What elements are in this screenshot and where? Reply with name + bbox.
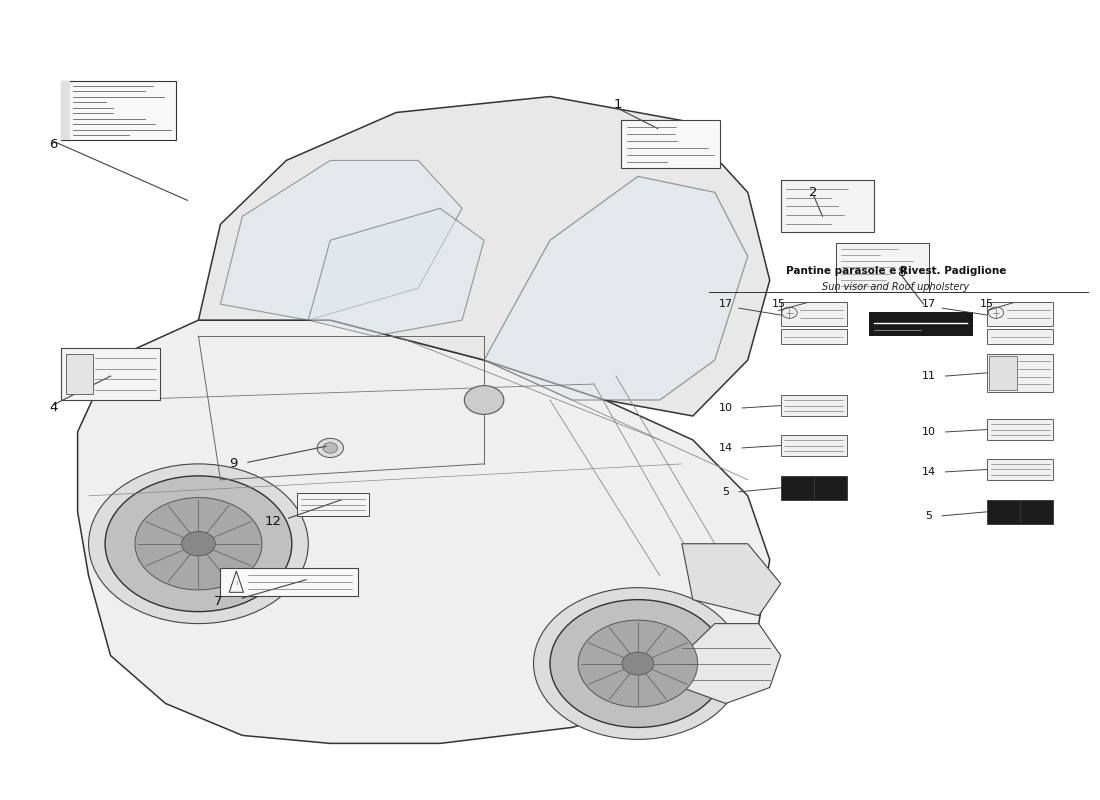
Text: 1: 1 bbox=[614, 98, 623, 111]
Bar bbox=[987, 419, 1053, 440]
Circle shape bbox=[623, 652, 653, 675]
Bar bbox=[781, 329, 847, 344]
Text: 17: 17 bbox=[922, 299, 936, 309]
Circle shape bbox=[106, 476, 292, 612]
Text: 12: 12 bbox=[265, 515, 282, 528]
Bar bbox=[869, 312, 974, 336]
Bar bbox=[781, 395, 847, 416]
Bar bbox=[781, 302, 847, 326]
Bar bbox=[781, 180, 875, 232]
Text: 15: 15 bbox=[771, 299, 785, 309]
Text: 4: 4 bbox=[50, 402, 57, 414]
Text: 14: 14 bbox=[922, 467, 936, 477]
Polygon shape bbox=[682, 624, 781, 703]
Circle shape bbox=[89, 464, 308, 624]
Text: 17: 17 bbox=[718, 299, 733, 309]
Bar bbox=[987, 354, 1053, 392]
Circle shape bbox=[323, 442, 338, 453]
Text: 5: 5 bbox=[925, 510, 933, 521]
Text: 8: 8 bbox=[898, 266, 905, 278]
Bar bbox=[62, 81, 176, 141]
Bar bbox=[987, 302, 1053, 326]
Circle shape bbox=[534, 588, 742, 739]
Polygon shape bbox=[484, 176, 748, 400]
Bar bbox=[987, 459, 1053, 480]
Bar bbox=[66, 354, 94, 394]
Polygon shape bbox=[308, 208, 484, 336]
Circle shape bbox=[182, 531, 216, 556]
Bar bbox=[987, 329, 1053, 344]
Bar bbox=[62, 81, 70, 141]
Text: 10: 10 bbox=[718, 403, 733, 413]
Polygon shape bbox=[198, 97, 770, 416]
Bar bbox=[989, 356, 1018, 390]
Circle shape bbox=[579, 620, 697, 707]
Text: 9: 9 bbox=[230, 458, 238, 470]
Circle shape bbox=[550, 600, 726, 727]
Text: 7: 7 bbox=[214, 594, 222, 608]
Bar bbox=[836, 242, 930, 292]
Bar bbox=[781, 476, 847, 500]
Polygon shape bbox=[682, 544, 781, 616]
Bar bbox=[220, 568, 358, 596]
Bar bbox=[297, 494, 368, 516]
Text: Sun visor and Roof upholstery: Sun visor and Roof upholstery bbox=[823, 282, 969, 292]
Circle shape bbox=[464, 386, 504, 414]
Text: 11: 11 bbox=[922, 371, 936, 381]
Text: 6: 6 bbox=[50, 138, 57, 151]
Bar bbox=[781, 435, 847, 456]
Text: 2: 2 bbox=[810, 186, 818, 199]
Polygon shape bbox=[220, 161, 462, 320]
Text: 10: 10 bbox=[922, 427, 936, 437]
Bar bbox=[987, 500, 1053, 524]
Text: 15: 15 bbox=[980, 299, 994, 309]
Circle shape bbox=[135, 498, 262, 590]
Bar bbox=[621, 121, 720, 169]
Polygon shape bbox=[78, 320, 770, 743]
Text: 5: 5 bbox=[723, 487, 729, 497]
Circle shape bbox=[317, 438, 343, 458]
Text: Pantine parasole e Rivest. Padiglione: Pantine parasole e Rivest. Padiglione bbox=[785, 266, 1006, 276]
Text: 14: 14 bbox=[718, 443, 733, 453]
Text: !: ! bbox=[235, 581, 238, 586]
Bar bbox=[62, 348, 160, 400]
